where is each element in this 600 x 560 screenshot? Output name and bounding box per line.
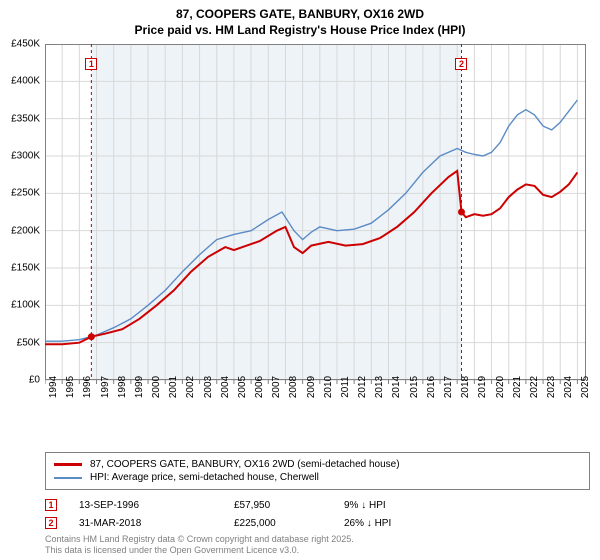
x-axis-tick-label: 1997: [100, 376, 111, 398]
x-axis-tick-label: 1995: [65, 376, 76, 398]
sale-price: £57,950: [234, 500, 344, 511]
y-axis-tick-label: £0: [0, 375, 40, 386]
x-axis-tick-label: 2021: [512, 376, 523, 398]
x-axis-tick-label: 2008: [288, 376, 299, 398]
x-axis-tick-label: 1998: [117, 376, 128, 398]
x-axis-tick-label: 2010: [323, 376, 334, 398]
x-axis-tick-label: 2002: [185, 376, 196, 398]
x-axis-tick-label: 1994: [48, 376, 59, 398]
chart-plot-area: [45, 44, 590, 414]
sale-delta: 26% ↓ HPI: [344, 518, 454, 529]
y-axis-tick-label: £200K: [0, 225, 40, 236]
y-axis-tick-label: £400K: [0, 76, 40, 87]
x-axis-tick-label: 2017: [443, 376, 454, 398]
y-axis-tick-label: £450K: [0, 39, 40, 50]
x-axis-tick-label: 2005: [237, 376, 248, 398]
x-axis-tick-label: 2013: [374, 376, 385, 398]
x-axis-tick-label: 2022: [529, 376, 540, 398]
footer-line: This data is licensed under the Open Gov…: [45, 545, 590, 556]
chart-title: 87, COOPERS GATE, BANBURY, OX16 2WD Pric…: [0, 0, 600, 38]
sale-date: 31-MAR-2018: [79, 518, 234, 529]
title-line-1: 87, COOPERS GATE, BANBURY, OX16 2WD: [0, 6, 600, 22]
x-axis-tick-label: 2004: [220, 376, 231, 398]
x-axis-tick-label: 2003: [203, 376, 214, 398]
sale-marker-icon: 1: [45, 499, 57, 511]
x-axis-tick-label: 2014: [391, 376, 402, 398]
footer-attribution: Contains HM Land Registry data © Crown c…: [45, 534, 590, 557]
x-axis-tick-label: 2012: [357, 376, 368, 398]
y-axis-tick-label: £350K: [0, 113, 40, 124]
title-line-2: Price paid vs. HM Land Registry's House …: [0, 22, 600, 38]
sales-row: 2 31-MAR-2018 £225,000 26% ↓ HPI: [45, 514, 590, 532]
x-axis-tick-label: 2019: [477, 376, 488, 398]
y-axis-tick-label: £250K: [0, 188, 40, 199]
footer-line: Contains HM Land Registry data © Crown c…: [45, 534, 590, 545]
x-axis-tick-label: 2024: [563, 376, 574, 398]
legend-label: HPI: Average price, semi-detached house,…: [90, 472, 319, 483]
x-axis-tick-label: 2009: [306, 376, 317, 398]
x-axis-tick-label: 2025: [580, 376, 591, 398]
x-axis-tick-label: 1996: [82, 376, 93, 398]
x-axis-tick-label: 2023: [546, 376, 557, 398]
x-axis-tick-label: 2020: [495, 376, 506, 398]
x-axis-tick-label: 2018: [460, 376, 471, 398]
x-axis-tick-label: 2015: [409, 376, 420, 398]
legend-item: HPI: Average price, semi-detached house,…: [54, 472, 581, 483]
chart-marker-label: 1: [85, 58, 97, 70]
sale-price: £225,000: [234, 518, 344, 529]
chart-marker-label: 2: [455, 58, 467, 70]
x-axis-tick-label: 2006: [254, 376, 265, 398]
legend: 87, COOPERS GATE, BANBURY, OX16 2WD (sem…: [45, 452, 590, 490]
legend-swatch: [54, 463, 82, 466]
y-axis-tick-label: £150K: [0, 263, 40, 274]
x-axis-tick-label: 2011: [340, 376, 351, 398]
sale-delta: 9% ↓ HPI: [344, 500, 454, 511]
legend-label: 87, COOPERS GATE, BANBURY, OX16 2WD (sem…: [90, 459, 400, 470]
sales-table: 1 13-SEP-1996 £57,950 9% ↓ HPI 2 31-MAR-…: [45, 496, 590, 532]
y-axis-tick-label: £50K: [0, 337, 40, 348]
sale-date: 13-SEP-1996: [79, 500, 234, 511]
y-axis-tick-label: £300K: [0, 151, 40, 162]
x-axis-tick-label: 2000: [151, 376, 162, 398]
legend-swatch: [54, 477, 82, 479]
y-axis-tick-label: £100K: [0, 300, 40, 311]
x-axis-tick-label: 1999: [134, 376, 145, 398]
sale-marker-icon: 2: [45, 517, 57, 529]
legend-item: 87, COOPERS GATE, BANBURY, OX16 2WD (sem…: [54, 459, 581, 470]
x-axis-tick-label: 2016: [426, 376, 437, 398]
x-axis-tick-label: 2007: [271, 376, 282, 398]
sales-row: 1 13-SEP-1996 £57,950 9% ↓ HPI: [45, 496, 590, 514]
x-axis-tick-label: 2001: [168, 376, 179, 398]
